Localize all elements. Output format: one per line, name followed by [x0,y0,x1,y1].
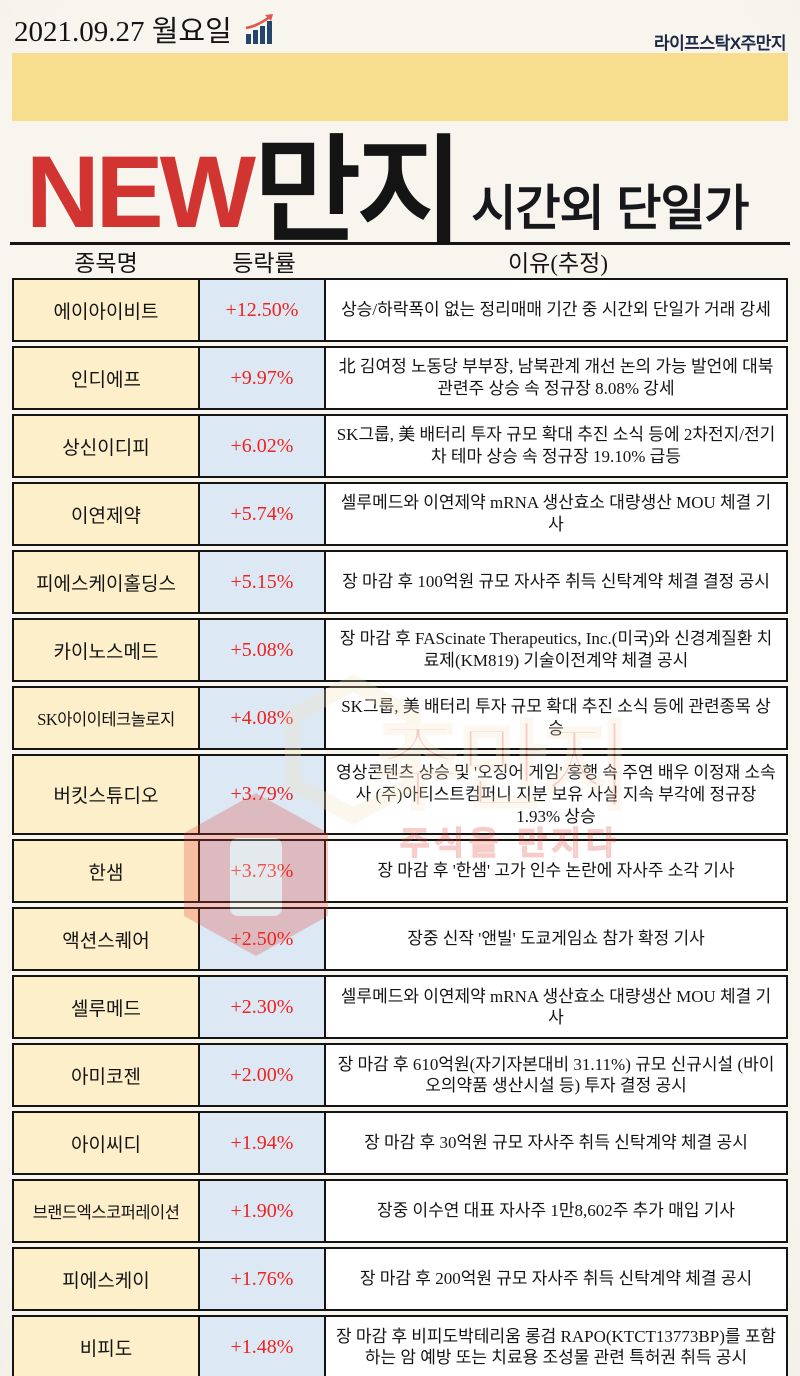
brand-logo-text: 라이프스탁X주만지 [654,34,786,53]
stock-table: 에이아이비트 +12.50% 상승/하락폭이 없는 정리매매 기간 중 시간외 단일… [12,278,788,1376]
reason-cell: 셀루메드와 이연제약 mRNA 생산효소 대량생산 MOU 체결 기사 [326,484,786,544]
reason-cell: SK그룹, 美 배터리 투자 규모 확대 추진 소식 등에 관련종목 상승 [326,688,786,748]
stock-name-cell: 피에스케이 [14,1249,200,1310]
reason-cell: 장 마감 후 FAScinate Therapeutics, Inc.(미국)와… [326,620,786,680]
reason-cell: 장 마감 후 200억원 규모 자사주 취득 신탁계약 체결 공시 [326,1249,786,1310]
title-sub: 시간외 단일가 [471,182,749,236]
yellow-banner [12,53,788,121]
reason-cell: SK그룹, 美 배터리 투자 규모 확대 추진 소식 등에 2차전지/전기차 테… [326,416,786,476]
table-row: 버킷스튜디오 +3.79% 영상콘텐츠 상승 및 '오징어 게임' 흥행 속 주연 … [12,754,788,836]
table-row: 피에스케이 +1.76% 장 마감 후 200억원 규모 자사주 취득 신탁계약 체… [12,1247,788,1312]
stock-name-cell: 피에스케이홀딩스 [14,552,200,612]
stock-name-cell: 셀루메드 [14,977,200,1038]
table-row: 이연제약 +5.74% 셀루메드와 이연제약 mRNA 생산효소 대량생산 MOU … [12,482,788,546]
stock-name-cell: 브랜드엑스코퍼레이션 [14,1181,200,1242]
change-rate-cell: +3.79% [200,756,326,834]
change-rate-cell: +2.00% [200,1045,326,1106]
reason-cell: 상승/하락폭이 없는 정리매매 기간 중 시간외 단일가 거래 강세 [326,280,786,340]
stock-name-cell: 아이씨디 [14,1113,200,1174]
table-header-row: 종목명 등락률 이유(추정) [12,247,788,276]
table-row: 액션스퀘어 +2.50% 장중 신작 '앤빌' 도쿄게임쇼 참가 확정 기사 [12,907,788,972]
date-line: 2021.09.27 월요일 [12,8,639,57]
change-rate-cell: +9.97% [200,348,326,408]
table-row: 아미코젠 +2.00% 장 마감 후 610억원(자기자본대비 31.11%) 규모… [12,1043,788,1108]
reason-cell: 셀루메드와 이연제약 mRNA 생산효소 대량생산 MOU 체결 기사 [326,977,786,1038]
reason-cell: 영상콘텐츠 상승 및 '오징어 게임' 흥행 속 주연 배우 이정재 소속사 (… [326,756,786,834]
table-row: 셀루메드 +2.30% 셀루메드와 이연제약 mRNA 생산효소 대량생산 MOU … [12,975,788,1040]
title-new: NEW [26,135,256,250]
stock-name-cell: 카이노스메드 [14,620,200,680]
stock-name-cell: 에이아이비트 [14,280,200,340]
reason-cell: 장중 신작 '앤빌' 도쿄게임쇼 참가 확정 기사 [326,909,786,970]
change-rate-cell: +5.74% [200,484,326,544]
stock-name-cell: 액션스퀘어 [14,909,200,970]
table-row: SK아이이테크놀로지 +4.08% SK그룹, 美 배터리 투자 규모 확대 추진 … [12,686,788,750]
table-row: 인디에프 +9.97% 北 김여정 노동당 부부장, 남북관계 개선 논의 가능 발… [12,346,788,410]
change-rate-cell: +5.15% [200,552,326,612]
column-header-rate: 등락률 [232,251,296,276]
reason-cell: 장 마감 후 '한샘' 고가 인수 논란에 자사주 소각 기사 [326,841,786,902]
column-header-reason: 이유(추정) [508,251,608,276]
change-rate-cell: +4.08% [200,688,326,748]
date-text: 2021.09.27 월요일 [14,16,232,48]
page-title: NEW 만지 시간외 단일가 [26,126,788,257]
stock-name-cell: 버킷스튜디오 [14,756,200,834]
stock-name-cell: 이연제약 [14,484,200,544]
change-rate-cell: +1.90% [200,1181,326,1242]
change-rate-cell: +12.50% [200,280,326,340]
change-rate-cell: +5.08% [200,620,326,680]
table-row: 카이노스메드 +5.08% 장 마감 후 FAScinate Therapeutic… [12,618,788,682]
column-header-name: 종목명 [74,251,138,276]
table-row: 상신이디피 +6.02% SK그룹, 美 배터리 투자 규모 확대 추진 소식 등에… [12,414,788,478]
change-rate-cell: +1.76% [200,1249,326,1310]
reason-cell: 장 마감 후 610억원(자기자본대비 31.11%) 규모 신규시설 (바이오… [326,1045,786,1106]
table-row: 피에스케이홀딩스 +5.15% 장 마감 후 100억원 규모 자사주 취득 신탁계… [12,550,788,614]
table-row: 에이아이비트 +12.50% 상승/하락폭이 없는 정리매매 기간 중 시간외 단일… [12,278,788,342]
change-rate-cell: +1.94% [200,1113,326,1174]
stock-name-cell: 비피도 [14,1317,200,1376]
table-row: 브랜드엑스코퍼레이션 +1.90% 장중 이수연 대표 자사주 1만8,602주 추… [12,1179,788,1244]
title-underline [10,242,790,245]
change-rate-cell: +2.30% [200,977,326,1038]
table-row: 한샘 +3.73% 장 마감 후 '한샘' 고가 인수 논란에 자사주 소각 기사 [12,839,788,904]
change-rate-cell: +6.02% [200,416,326,476]
stock-name-cell: 인디에프 [14,348,200,408]
stock-name-cell: 상신이디피 [14,416,200,476]
bar-chart-up-icon [245,14,273,44]
reason-cell: 장 마감 후 100억원 규모 자사주 취득 신탁계약 체결 결정 공시 [326,552,786,612]
change-rate-cell: +1.48% [200,1317,326,1376]
change-rate-cell: +2.50% [200,909,326,970]
reason-cell: 장 마감 후 30억원 규모 자사주 취득 신탁계약 체결 공시 [326,1113,786,1174]
table-row: 비피도 +1.48% 장 마감 후 비피도박테리움 롱검 RAPO(KTCT1377… [12,1315,788,1376]
top-bar: 2021.09.27 월요일 라이프스탁X주만지 [12,8,788,57]
title-main: 만지 [253,126,463,257]
table-row: 아이씨디 +1.94% 장 마감 후 30억원 규모 자사주 취득 신탁계약 체결 … [12,1111,788,1176]
stock-name-cell: 한샘 [14,841,200,902]
reason-cell: 장 마감 후 비피도박테리움 롱검 RAPO(KTCT13773BP)를 포함하… [326,1317,786,1376]
stock-name-cell: SK아이이테크놀로지 [14,688,200,748]
stock-name-cell: 아미코젠 [14,1045,200,1106]
change-rate-cell: +3.73% [200,841,326,902]
reason-cell: 北 김여정 노동당 부부장, 남북관계 개선 논의 가능 발언에 대북관련주 상… [326,348,786,408]
reason-cell: 장중 이수연 대표 자사주 1만8,602주 추가 매입 기사 [326,1181,786,1242]
